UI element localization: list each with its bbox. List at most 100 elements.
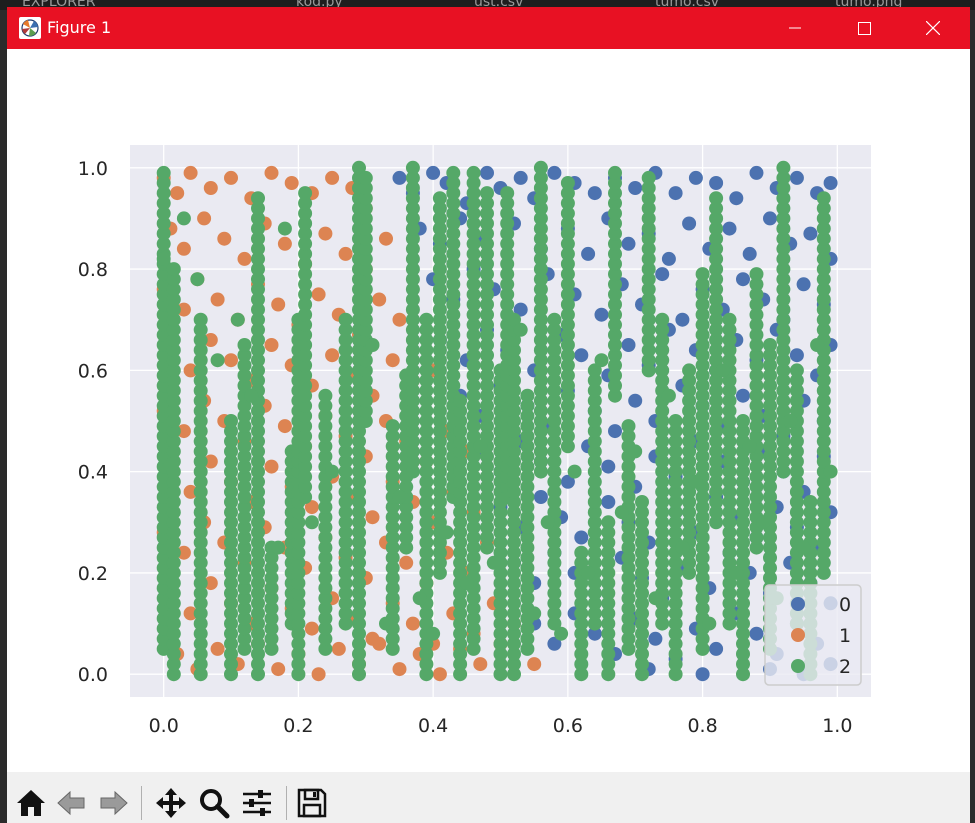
save-button[interactable] [292, 782, 332, 823]
data-point-series-2 [399, 520, 414, 535]
data-point-series-2 [547, 616, 562, 631]
data-point-series-2 [193, 616, 208, 631]
data-point-series-2 [641, 191, 656, 206]
data-point-series-2 [237, 398, 252, 413]
data-point-series-2 [608, 226, 622, 241]
data-point-series-2 [635, 515, 649, 530]
data-point-series-2 [507, 444, 521, 459]
data-point-series-2 [655, 363, 670, 378]
data-point-series-2 [547, 495, 562, 509]
data-point-series-2 [466, 591, 481, 606]
data-point-series-2 [695, 398, 710, 413]
figure-canvas[interactable]: 0.0 0.2 0.4 0.6 0.8 1.0 0.0 0.2 0.4 0.6 0.8 1.0 0 1 2 [7, 49, 970, 779]
maximize-button[interactable] [829, 7, 899, 49]
data-point-series-2 [641, 170, 656, 185]
data-point-series-2 [446, 277, 461, 292]
data-point-series-2 [493, 596, 508, 611]
data-point-series-2 [486, 555, 501, 570]
data-point-series-2 [533, 434, 548, 449]
data-point-series-2 [500, 226, 515, 241]
data-point-series-2 [547, 464, 562, 479]
data-point-series-2 [709, 464, 724, 479]
data-point-series-2 [709, 393, 724, 408]
data-point-series-2 [352, 484, 366, 499]
data-point-series-2 [608, 388, 622, 403]
data-point-series-2 [358, 272, 373, 287]
data-point-series-2 [816, 251, 831, 266]
forward-button[interactable] [94, 782, 134, 823]
figure-window: Figure 1 0.0 0.2 0.4 0.6 0.8 1.0 0.0 0.2 0.4 0.6 0… [7, 7, 970, 823]
data-point-series-2 [298, 267, 313, 282]
data-point-series-2 [722, 484, 737, 499]
data-point-series-2 [796, 540, 811, 555]
data-point-series-2 [507, 657, 521, 672]
data-point-series-2 [385, 449, 400, 464]
data-point-series-2 [466, 277, 481, 292]
data-point-series-2 [507, 464, 521, 479]
data-point-series-2 [338, 353, 353, 368]
data-point-series-2 [816, 363, 831, 378]
data-point-series-2 [709, 322, 724, 337]
back-button[interactable] [51, 782, 91, 823]
data-point-series-2 [166, 505, 181, 520]
data-point-series-2 [695, 641, 710, 656]
data-point-series-2 [635, 525, 649, 540]
data-point-series-2 [789, 383, 804, 398]
data-point-series-2 [338, 535, 353, 550]
data-point-series-2 [193, 353, 208, 368]
data-point-series-2 [608, 317, 622, 332]
data-point-series-2 [385, 510, 400, 525]
data-point-series-2 [533, 424, 548, 439]
data-point-series-1 [331, 641, 346, 656]
data-point-series-1 [224, 353, 238, 368]
data-point-series-2 [749, 267, 764, 282]
data-point-series-2 [641, 262, 656, 277]
data-point-series-2 [156, 196, 171, 211]
close-button[interactable] [898, 7, 968, 49]
minimize-button[interactable] [760, 7, 830, 49]
data-point-series-2 [352, 647, 366, 661]
data-point-series-2 [480, 510, 494, 525]
data-point-series-2 [533, 251, 548, 266]
data-point-series-2 [560, 429, 575, 444]
data-point-series-2 [574, 636, 589, 651]
pan-button[interactable] [151, 782, 191, 823]
data-point-series-2 [453, 403, 468, 418]
home-button[interactable] [11, 782, 51, 823]
data-point-series-2 [338, 606, 353, 621]
data-point-series-2 [776, 383, 791, 398]
data-point-series-2 [695, 601, 710, 616]
data-point-series-2 [446, 196, 461, 211]
data-point-series-2 [385, 500, 400, 515]
data-point-series-2 [251, 495, 265, 509]
data-point-series-2 [736, 636, 750, 651]
title-bar[interactable]: Figure 1 [7, 7, 970, 49]
data-point-series-2 [776, 181, 791, 195]
data-point-series-2 [291, 667, 306, 682]
data-point-series-2 [453, 495, 468, 509]
data-point-series-2 [480, 530, 494, 545]
data-point-series-2 [453, 434, 468, 449]
data-point-series-2 [722, 444, 737, 459]
data-point-series-2 [385, 419, 400, 434]
data-point-series-2 [641, 312, 656, 327]
data-point-series-2 [480, 419, 494, 434]
data-point-series-2 [432, 515, 447, 530]
data-point-series-2 [352, 424, 366, 439]
configure-subplots-button[interactable] [237, 782, 277, 823]
data-point-series-2 [608, 358, 622, 373]
data-point-series-2 [736, 484, 750, 499]
data-point-series-2 [789, 444, 804, 459]
data-point-series-2 [789, 474, 804, 489]
data-point-series-2 [722, 535, 737, 550]
data-point-series-2 [520, 408, 535, 423]
data-point-series-2 [749, 348, 764, 363]
zoom-button[interactable] [194, 782, 234, 823]
data-point-series-2 [547, 343, 562, 358]
data-point-series-2 [338, 586, 353, 601]
data-point-series-0 [547, 636, 562, 651]
data-point-series-2 [352, 626, 366, 641]
data-point-series-2 [264, 641, 279, 656]
data-point-series-2 [749, 338, 764, 352]
data-point-series-2 [668, 505, 683, 520]
